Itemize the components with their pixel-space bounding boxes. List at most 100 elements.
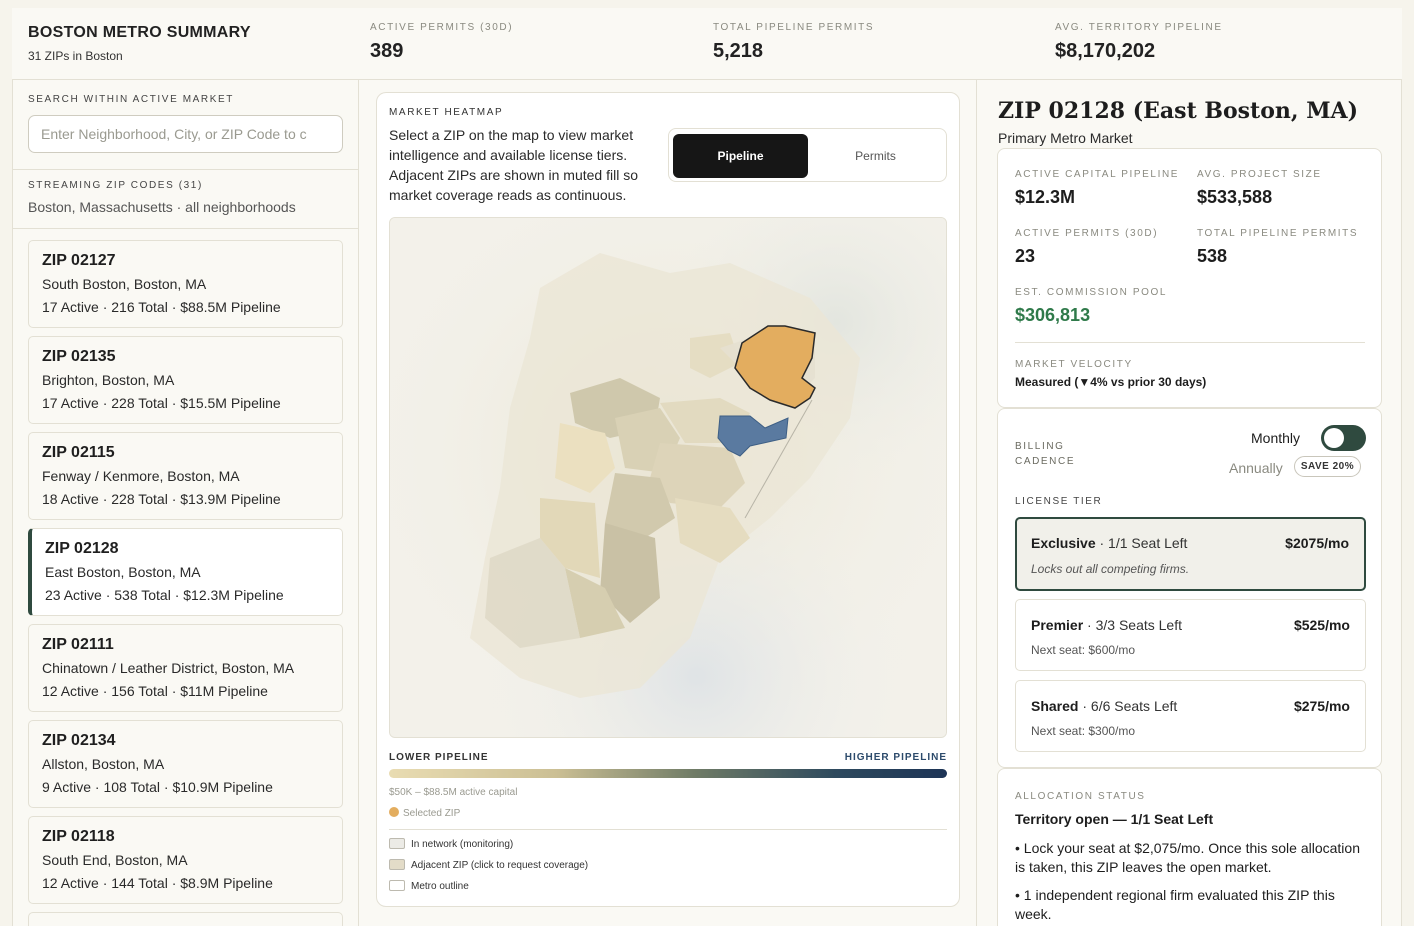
zip-card[interactable] xyxy=(28,912,343,926)
zip-title: ZIP 02128 xyxy=(45,540,119,557)
zip-stats: 18 Active · 228 Total · $13.9M Pipeline xyxy=(42,491,281,507)
tier-price: $2075/mo xyxy=(1285,535,1349,551)
metrics-card: ACTIVE CAPITAL PIPELINE $12.3M AVG. PROJ… xyxy=(997,148,1382,408)
zip-card-selected[interactable]: ZIP 02128 East Boston, Boston, MA 23 Act… xyxy=(28,528,343,616)
key-in-network: In network (monitoring) xyxy=(389,838,513,850)
metric-label: TOTAL PIPELINE PERMITS xyxy=(1197,228,1359,239)
zip-stats: 17 Active · 216 Total · $88.5M Pipeline xyxy=(42,299,281,315)
annually-label[interactable]: Annually xyxy=(1229,460,1283,476)
streaming-subtitle: Boston, Massachusetts · all neighborhood… xyxy=(28,199,296,215)
search-label: SEARCH WITHIN ACTIVE MARKET xyxy=(28,94,234,105)
search-input[interactable]: Enter Neighborhood, City, or ZIP Code to… xyxy=(28,115,343,153)
zip-sidebar: SEARCH WITHIN ACTIVE MARKET Enter Neighb… xyxy=(12,80,359,926)
stat-value: $8,170,202 xyxy=(1055,40,1156,62)
zip-location: Brighton, Boston, MA xyxy=(42,372,175,388)
tier-shared[interactable]: Shared · 6/6 Seats Left $275/mo Next sea… xyxy=(1015,680,1366,752)
zip-title: ZIP 02134 xyxy=(42,732,116,749)
legend-selected: Selected ZIP xyxy=(389,807,460,819)
zip-detail-panel: ZIP 02128 (East Boston, MA) Primary Metr… xyxy=(976,80,1402,926)
zip-card[interactable]: ZIP 02127 South Boston, Boston, MA 17 Ac… xyxy=(28,240,343,328)
allocation-card: ALLOCATION STATUS Territory open — 1/1 S… xyxy=(997,768,1382,926)
zip-location: Allston, Boston, MA xyxy=(42,756,165,772)
metric-value: 538 xyxy=(1197,246,1228,266)
zip-stats: 23 Active · 538 Total · $12.3M Pipeline xyxy=(45,587,284,603)
zip-card[interactable]: ZIP 02118 South End, Boston, MA 12 Activ… xyxy=(28,816,343,904)
map-zip[interactable] xyxy=(650,443,745,508)
zip-title: ZIP 02135 xyxy=(42,348,116,365)
map-zip[interactable] xyxy=(600,523,660,623)
zip-title: ZIP 02115 xyxy=(42,444,115,461)
allocation-bullet: • Lock your seat at $2,075/mo. Once this… xyxy=(1015,840,1360,875)
map-zip[interactable] xyxy=(690,333,740,378)
zip-title: ZIP 02127 xyxy=(42,252,116,269)
zip-card[interactable]: ZIP 02115 Fenway / Kenmore, Boston, MA 1… xyxy=(28,432,343,520)
tier-premier[interactable]: Premier · 3/3 Seats Left $525/mo Next se… xyxy=(1015,599,1366,671)
divider xyxy=(12,228,359,229)
zip-location: Chinatown / Leather District, Boston, MA xyxy=(42,660,295,676)
heatmap-panel: MARKET HEATMAP Select a ZIP on the map t… xyxy=(376,92,960,907)
save-badge: SAVE 20% xyxy=(1294,456,1361,477)
tier-price: $525/mo xyxy=(1293,617,1350,633)
metro-summary-header: BOSTON METRO SUMMARY 31 ZIPs in Boston A… xyxy=(12,8,1402,80)
detail-title: ZIP 02128 (East Boston, MA) xyxy=(998,98,1359,124)
toggle-pipeline[interactable]: Pipeline xyxy=(673,134,808,178)
stat-avg-territory: AVG. TERRITORY PIPELINE $8,170,202 xyxy=(1055,22,1223,63)
key-label: Adjacent ZIP (click to request coverage) xyxy=(411,860,589,871)
metric-label: AVG. PROJECT SIZE xyxy=(1197,169,1322,180)
swatch-outline xyxy=(389,880,405,891)
zip-card[interactable]: ZIP 02134 Allston, Boston, MA 9 Active ·… xyxy=(28,720,343,808)
legend-selected-label: Selected ZIP xyxy=(403,808,461,819)
commission-label: EST. COMMISSION POOL xyxy=(1015,287,1168,298)
map-zip[interactable] xyxy=(605,473,675,538)
zip-location: East Boston, Boston, MA xyxy=(45,564,201,580)
leader-line xyxy=(744,399,813,519)
key-label: In network (monitoring) xyxy=(411,839,514,850)
allocation-bullet: • 1 independent regional firm evaluated … xyxy=(1015,887,1335,922)
monthly-label[interactable]: Monthly xyxy=(1251,430,1301,446)
commission-value: $306,813 xyxy=(1015,305,1091,325)
metric-value: 23 xyxy=(1015,246,1036,266)
map-zip[interactable] xyxy=(565,568,625,638)
toggle-knob xyxy=(1324,428,1344,448)
stat-label: AVG. TERRITORY PIPELINE xyxy=(1055,22,1223,33)
billing-cadence-toggle[interactable] xyxy=(1321,425,1366,451)
key-metro-outline: Metro outline xyxy=(389,880,469,892)
metric-toggle: Pipeline Permits xyxy=(668,128,947,182)
key-label: Metro outline xyxy=(411,881,469,892)
zip-stats: 9 Active · 108 Total · $10.9M Pipeline xyxy=(42,779,273,795)
legend-gradient xyxy=(389,769,947,778)
map-zip[interactable] xyxy=(675,498,750,563)
map-zip[interactable] xyxy=(540,498,600,578)
map-zip[interactable] xyxy=(555,423,615,493)
license-tier-label: LICENSE TIER xyxy=(1015,496,1103,507)
tier-name: Exclusive · 1/1 Seat Left xyxy=(1031,535,1188,551)
divider xyxy=(1015,342,1365,343)
metric-label: ACTIVE PERMITS (30D) xyxy=(1015,228,1159,239)
metric-label: ACTIVE CAPITAL PIPELINE xyxy=(1015,169,1180,180)
tier-exclusive[interactable]: Exclusive · 1/1 Seat Left $2075/mo Locks… xyxy=(1015,517,1366,591)
stat-value: 389 xyxy=(370,40,404,62)
swatch-adjacent xyxy=(389,859,405,870)
tier-note: Next seat: $600/mo xyxy=(1031,643,1136,657)
zip-location: South Boston, Boston, MA xyxy=(42,276,207,292)
toggle-permits[interactable]: Permits xyxy=(855,149,896,163)
zip-card[interactable]: ZIP 02111 Chinatown / Leather District, … xyxy=(28,624,343,712)
legend-high: HIGHER PIPELINE xyxy=(844,752,947,763)
velocity-value: Measured (▼4% vs prior 30 days) xyxy=(1015,375,1207,389)
stat-label: TOTAL PIPELINE PERMITS xyxy=(713,22,875,33)
zip-map[interactable] xyxy=(389,217,947,738)
map-zip[interactable] xyxy=(485,538,580,648)
stat-label: ACTIVE PERMITS (30D) xyxy=(370,22,514,33)
map-zip-high[interactable] xyxy=(717,415,789,457)
map-zip-selected[interactable] xyxy=(734,325,816,409)
divider xyxy=(389,829,947,830)
tier-name: Shared · 6/6 Seats Left xyxy=(1031,698,1178,714)
tier-note: Next seat: $300/mo xyxy=(1031,724,1136,738)
heatmap-description: Select a ZIP on the map to view market i… xyxy=(389,127,639,203)
detail-subtitle: Primary Metro Market xyxy=(998,130,1133,146)
metro-subtitle: 31 ZIPs in Boston xyxy=(28,49,123,63)
selected-dot xyxy=(389,807,399,817)
zip-card[interactable]: ZIP 02135 Brighton, Boston, MA 17 Active… xyxy=(28,336,343,424)
divider xyxy=(12,169,359,170)
stat-value: 5,218 xyxy=(713,40,764,62)
